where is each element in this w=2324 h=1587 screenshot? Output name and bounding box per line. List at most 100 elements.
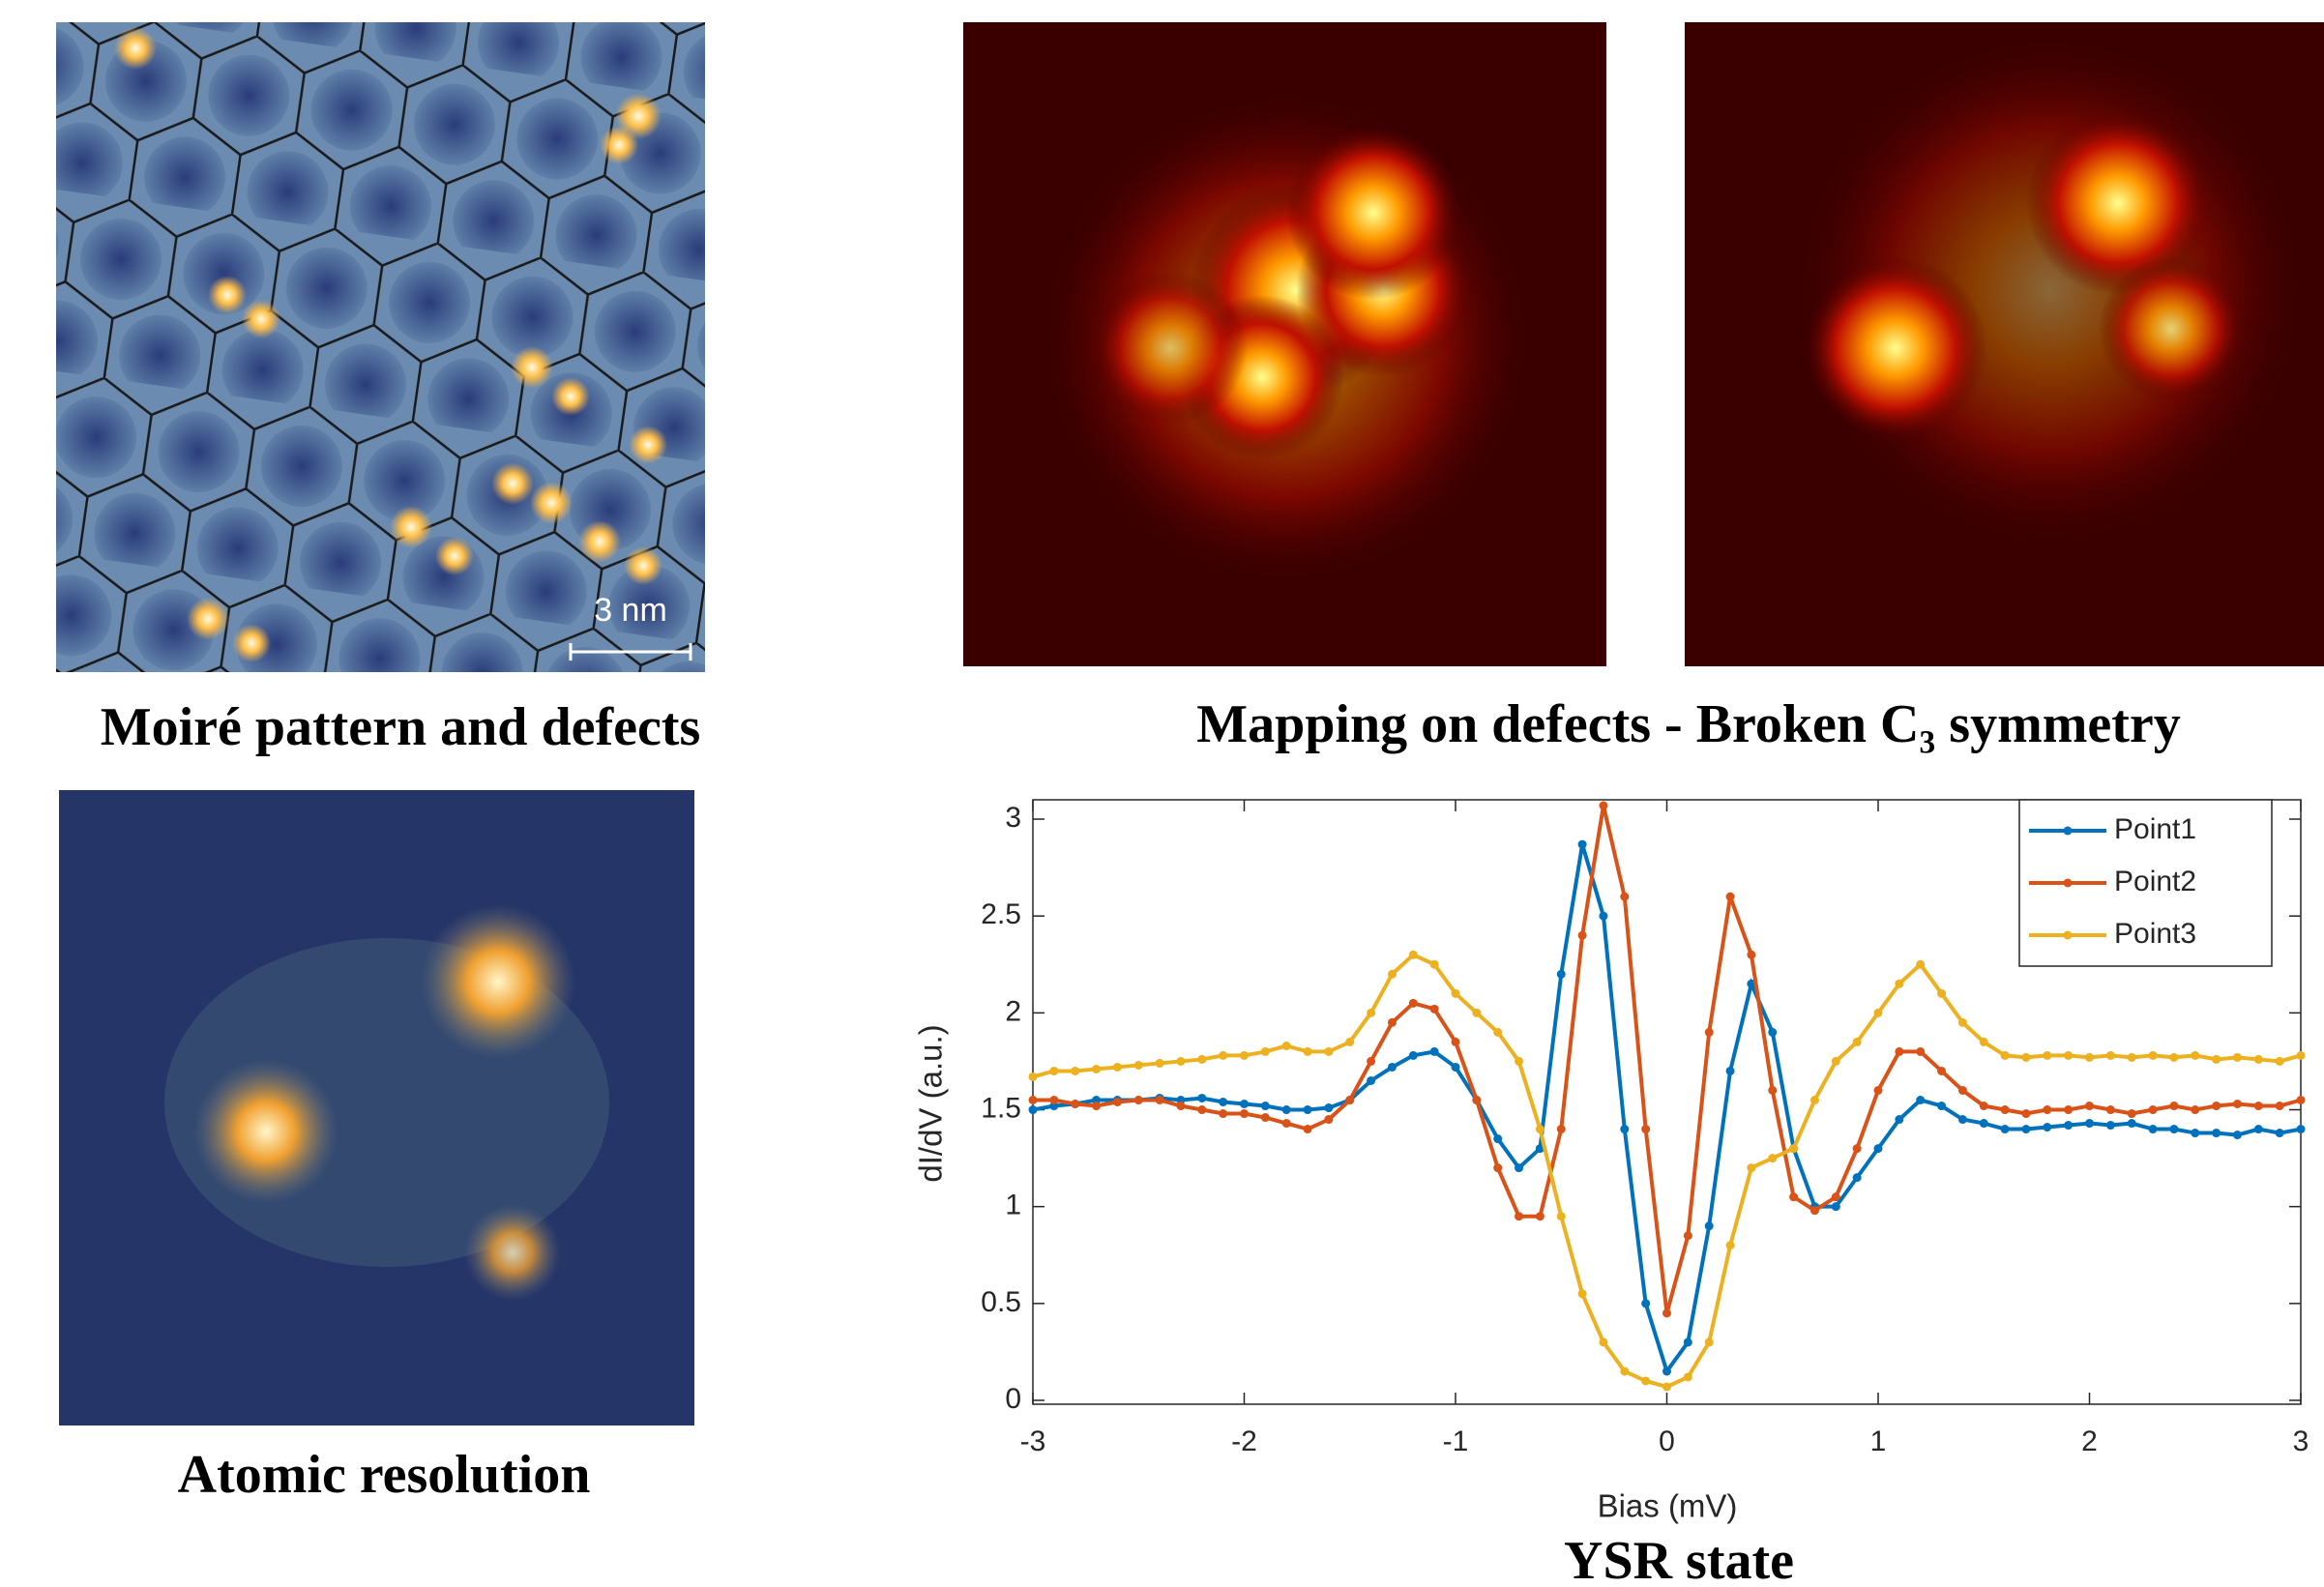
data-point bbox=[1387, 1062, 1397, 1072]
data-point bbox=[2127, 1119, 2136, 1129]
heatmap-1 bbox=[963, 22, 1606, 666]
data-point bbox=[1747, 1163, 1756, 1173]
data-point bbox=[1408, 998, 1418, 1008]
data-point bbox=[2064, 1105, 2074, 1115]
data-point bbox=[1155, 1095, 1164, 1104]
legend-label: Point1 bbox=[2114, 813, 2196, 845]
data-point bbox=[2000, 1050, 2010, 1060]
data-point bbox=[1809, 1206, 1819, 1216]
data-point bbox=[1937, 1102, 1947, 1111]
data-point bbox=[1112, 1062, 1122, 1072]
data-point bbox=[1429, 1004, 1439, 1014]
data-point bbox=[1895, 1046, 1904, 1056]
data-point bbox=[2043, 1050, 2052, 1060]
data-point bbox=[2064, 1050, 2074, 1060]
data-point bbox=[2043, 1123, 2052, 1132]
data-point bbox=[2169, 1052, 2179, 1062]
data-point bbox=[1240, 1100, 1249, 1109]
data-point bbox=[1324, 1046, 1334, 1056]
data-point bbox=[2296, 1125, 2306, 1134]
data-point bbox=[1683, 1231, 1692, 1241]
data-point bbox=[1493, 1163, 1503, 1173]
y-tick-label: 3 bbox=[1005, 802, 1021, 834]
data-point bbox=[1219, 1109, 1228, 1119]
data-point bbox=[1197, 1093, 1207, 1102]
data-point bbox=[1092, 1102, 1102, 1111]
data-point bbox=[1197, 1105, 1207, 1115]
data-point bbox=[2212, 1054, 2221, 1064]
atomic-image bbox=[59, 790, 694, 1425]
data-point bbox=[2191, 1105, 2200, 1115]
data-point bbox=[1324, 1103, 1334, 1113]
data-point bbox=[1620, 1367, 1630, 1376]
data-point bbox=[1831, 1056, 1840, 1066]
data-point bbox=[2105, 1105, 2115, 1115]
data-point bbox=[1556, 1212, 1566, 1221]
data-point bbox=[2253, 1054, 2263, 1064]
data-point bbox=[1387, 1017, 1397, 1027]
data-point bbox=[1240, 1050, 1249, 1060]
data-point bbox=[1535, 1144, 1544, 1154]
data-point bbox=[2212, 1102, 2221, 1111]
data-point bbox=[2021, 1109, 2031, 1119]
data-point bbox=[1704, 1337, 1714, 1347]
moire-image: 3 nm bbox=[56, 22, 705, 672]
data-point bbox=[1852, 1144, 1862, 1154]
data-point bbox=[2296, 1050, 2306, 1060]
data-point bbox=[1281, 1041, 1291, 1050]
data-point bbox=[1049, 1066, 1059, 1075]
data-point bbox=[1577, 930, 1587, 940]
data-point bbox=[1303, 1125, 1312, 1134]
data-point bbox=[1367, 1056, 1376, 1066]
data-point bbox=[1599, 801, 1608, 810]
data-point bbox=[1219, 1050, 1228, 1060]
legend-label: Point2 bbox=[2114, 866, 2196, 897]
data-point bbox=[1683, 1337, 1692, 1347]
caption: Moiré pattern and defects bbox=[101, 697, 701, 757]
data-point bbox=[2105, 1121, 2115, 1131]
data-point bbox=[2169, 1102, 2179, 1111]
data-point bbox=[2085, 1052, 2094, 1062]
y-axis-label: dI/dV (a.u.) bbox=[913, 1024, 949, 1182]
data-point bbox=[1133, 1060, 1143, 1070]
data-point bbox=[1957, 1085, 1967, 1095]
data-point bbox=[1197, 1054, 1207, 1064]
data-point bbox=[1979, 1102, 1988, 1111]
data-point bbox=[1809, 1095, 1819, 1104]
data-point bbox=[1873, 1085, 1883, 1095]
data-point bbox=[2000, 1125, 2010, 1134]
y-tick-label: 0.5 bbox=[981, 1286, 1021, 1318]
data-point bbox=[1176, 1102, 1186, 1111]
data-point bbox=[2000, 1105, 2010, 1115]
data-point bbox=[1429, 959, 1439, 969]
data-point bbox=[1429, 1046, 1439, 1056]
data-point bbox=[1071, 1100, 1080, 1109]
data-point bbox=[1768, 1027, 1778, 1037]
data-point bbox=[1345, 1095, 1355, 1104]
y-tick-label: 1 bbox=[1005, 1190, 1021, 1221]
data-point bbox=[1641, 1376, 1651, 1386]
data-point bbox=[1937, 1066, 1947, 1075]
data-point bbox=[1577, 839, 1587, 849]
data-point bbox=[2253, 1125, 2263, 1134]
data-point bbox=[1937, 988, 1947, 998]
data-point bbox=[1028, 1072, 1038, 1081]
data-point bbox=[1028, 1105, 1038, 1115]
data-point bbox=[1556, 1125, 1566, 1134]
data-point bbox=[2148, 1125, 2158, 1134]
data-point bbox=[1725, 1066, 1735, 1075]
data-point bbox=[1071, 1066, 1080, 1075]
data-point bbox=[1873, 1144, 1883, 1154]
data-point bbox=[1957, 1115, 1967, 1125]
y-tick-label: 2 bbox=[1005, 995, 1021, 1027]
data-point bbox=[1219, 1098, 1228, 1106]
data-point bbox=[1408, 950, 1418, 959]
data-point bbox=[2127, 1052, 2136, 1062]
data-point bbox=[2085, 1119, 2094, 1129]
data-point bbox=[2169, 1125, 2179, 1134]
data-point bbox=[1155, 1058, 1164, 1068]
data-point bbox=[1620, 1125, 1630, 1134]
data-point bbox=[2191, 1050, 2200, 1060]
data-point bbox=[1556, 969, 1566, 979]
